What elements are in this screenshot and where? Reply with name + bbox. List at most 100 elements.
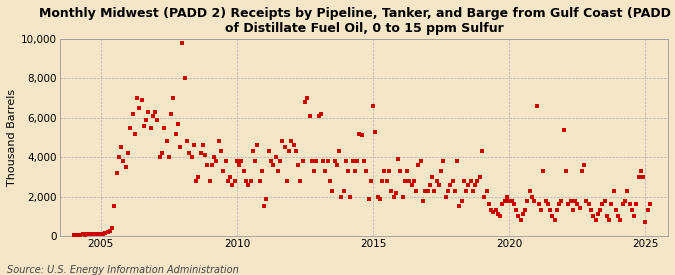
Point bbox=[511, 208, 522, 213]
Point bbox=[170, 131, 181, 136]
Point bbox=[633, 175, 644, 179]
Point bbox=[645, 202, 655, 207]
Point bbox=[620, 198, 630, 203]
Point bbox=[265, 159, 276, 163]
Point bbox=[470, 183, 481, 187]
Point bbox=[475, 175, 485, 179]
Point bbox=[336, 194, 347, 199]
Point bbox=[286, 139, 297, 144]
Point bbox=[368, 104, 379, 108]
Point bbox=[132, 96, 142, 100]
Point bbox=[383, 169, 394, 173]
Point bbox=[322, 159, 333, 163]
Point bbox=[313, 114, 324, 118]
Point bbox=[347, 159, 358, 163]
Point bbox=[232, 159, 242, 163]
Point bbox=[202, 163, 213, 167]
Point bbox=[643, 208, 653, 213]
Point bbox=[306, 159, 317, 163]
Point bbox=[483, 202, 494, 207]
Point bbox=[588, 214, 599, 219]
Point bbox=[590, 218, 601, 222]
Point bbox=[168, 96, 179, 100]
Point bbox=[363, 196, 374, 201]
Point bbox=[230, 179, 240, 183]
Point bbox=[413, 163, 424, 167]
Point bbox=[113, 155, 124, 160]
Point bbox=[293, 163, 304, 167]
Point bbox=[601, 214, 612, 219]
Point bbox=[318, 159, 329, 163]
Point bbox=[198, 143, 209, 148]
Point bbox=[529, 198, 539, 203]
Point bbox=[365, 179, 376, 183]
Point bbox=[300, 100, 310, 104]
Point bbox=[100, 231, 111, 235]
Point bbox=[422, 188, 433, 193]
Point bbox=[73, 233, 84, 237]
Point bbox=[331, 163, 342, 167]
Point bbox=[261, 196, 272, 201]
Point bbox=[125, 125, 136, 130]
Point bbox=[618, 202, 628, 207]
Point bbox=[468, 188, 479, 193]
Point bbox=[540, 198, 551, 203]
Point bbox=[631, 202, 642, 207]
Point bbox=[599, 198, 610, 203]
Point bbox=[127, 112, 138, 116]
Point bbox=[595, 208, 605, 213]
Point bbox=[370, 129, 381, 134]
Point bbox=[277, 139, 288, 144]
Point bbox=[522, 198, 533, 203]
Point bbox=[250, 159, 261, 163]
Point bbox=[111, 171, 122, 175]
Point bbox=[327, 188, 338, 193]
Point bbox=[220, 159, 231, 163]
Point bbox=[438, 159, 449, 163]
Point bbox=[95, 232, 106, 236]
Point bbox=[465, 179, 476, 183]
Point bbox=[88, 232, 99, 236]
Point bbox=[345, 194, 356, 199]
Point bbox=[393, 157, 404, 161]
Point bbox=[547, 214, 558, 219]
Point bbox=[148, 114, 159, 118]
Point bbox=[395, 169, 406, 173]
Point bbox=[508, 202, 519, 207]
Point bbox=[578, 163, 589, 167]
Point bbox=[325, 179, 335, 183]
Point bbox=[143, 110, 154, 114]
Point bbox=[581, 198, 592, 203]
Point bbox=[583, 202, 594, 207]
Point bbox=[105, 229, 115, 233]
Point bbox=[298, 159, 308, 163]
Point bbox=[640, 220, 651, 224]
Point bbox=[177, 41, 188, 45]
Point bbox=[218, 169, 229, 173]
Point bbox=[150, 110, 161, 114]
Point bbox=[415, 159, 426, 163]
Point bbox=[207, 163, 217, 167]
Point bbox=[390, 191, 401, 195]
Point bbox=[84, 232, 95, 236]
Point bbox=[565, 198, 576, 203]
Point bbox=[140, 117, 151, 122]
Point bbox=[173, 122, 184, 126]
Point bbox=[504, 198, 514, 203]
Point bbox=[268, 163, 279, 167]
Point bbox=[109, 204, 119, 209]
Point bbox=[75, 232, 86, 237]
Point bbox=[538, 169, 549, 173]
Point bbox=[354, 131, 365, 136]
Point bbox=[165, 112, 176, 116]
Point bbox=[531, 104, 542, 108]
Point bbox=[188, 143, 199, 148]
Point bbox=[290, 149, 301, 153]
Point bbox=[68, 233, 79, 237]
Point bbox=[161, 139, 172, 144]
Point bbox=[524, 188, 535, 193]
Point bbox=[273, 169, 284, 173]
Point bbox=[549, 218, 560, 222]
Point bbox=[107, 226, 117, 230]
Point bbox=[270, 155, 281, 160]
